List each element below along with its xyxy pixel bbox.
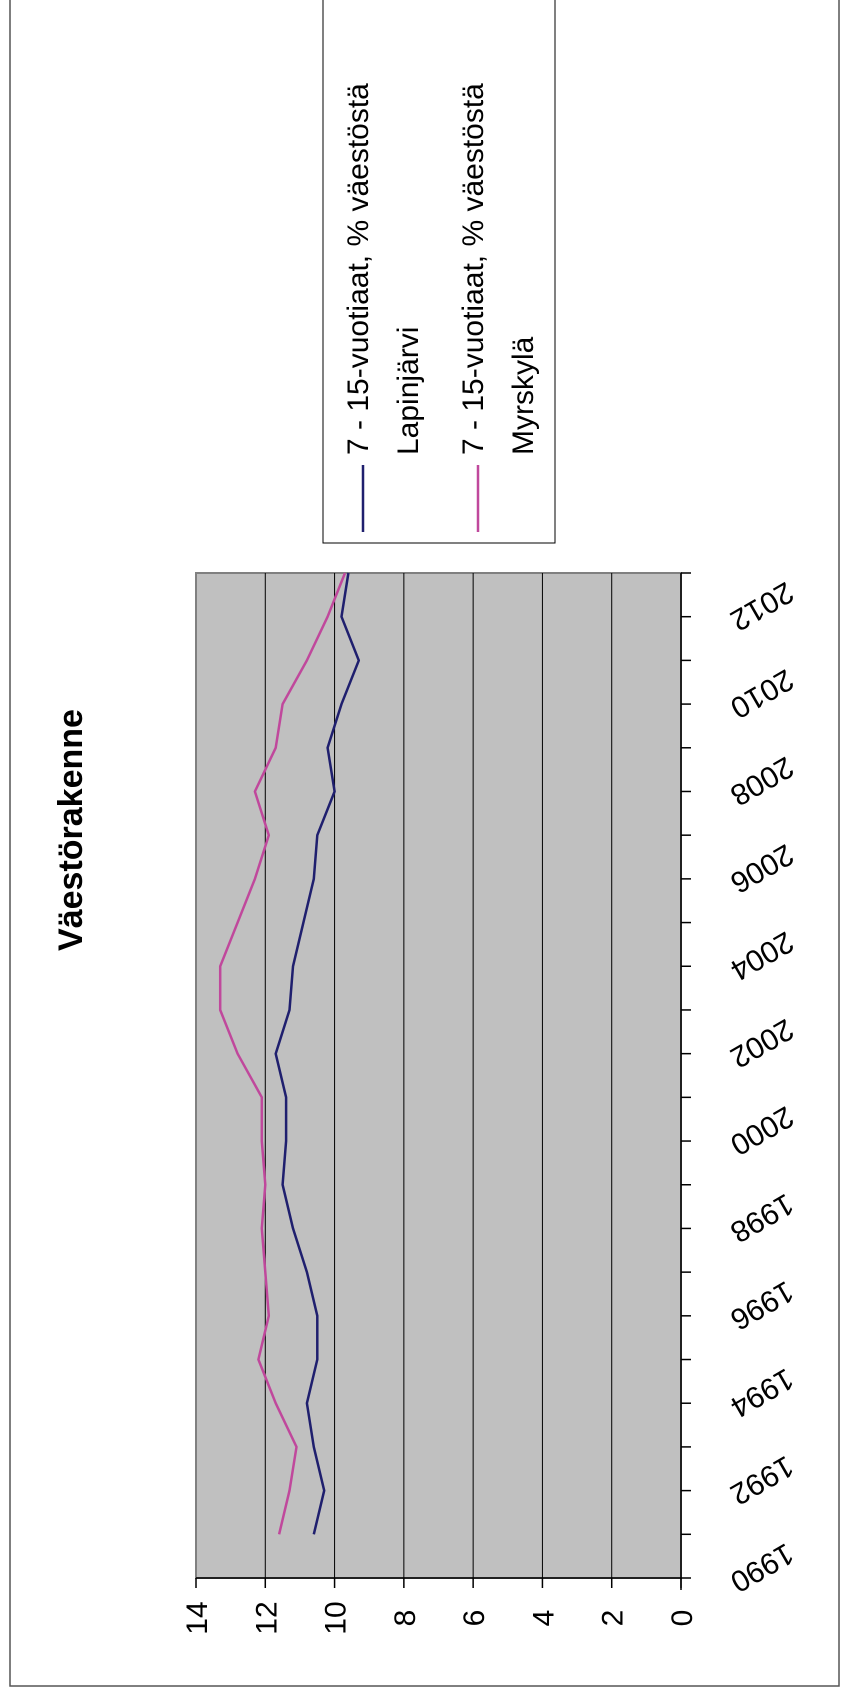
legend-label: Myrskylä <box>507 336 540 455</box>
value-tick-text: 2 <box>597 1610 630 1627</box>
value-tick-text: 12 <box>250 1601 283 1634</box>
value-tick-label: 2 <box>597 1610 630 1627</box>
series-line-1 <box>274 572 361 1535</box>
value-tick-label: 12 <box>250 1601 283 1634</box>
gridlines <box>264 573 682 1590</box>
legend-label-text: 7 - 15-vuotiaat, % väestöstä <box>342 83 375 455</box>
value-tick-text: 10 <box>320 1601 353 1634</box>
plot-area <box>195 572 682 1579</box>
value-tick-label: 0 <box>666 1610 699 1627</box>
value-tick-label: 6 <box>458 1610 491 1627</box>
legend-box <box>322 0 556 544</box>
value-tick-text: 0 <box>666 1610 699 1627</box>
value-tick-label: 14 <box>181 1601 214 1634</box>
value-axis-ticks: 0 2 4 6 8 10 12 14 <box>181 1577 699 1635</box>
value-tick-label: 10 <box>320 1601 353 1634</box>
value-tick-label: 8 <box>389 1610 422 1627</box>
chart-title-text: Väestörakenne <box>52 709 90 951</box>
chart-title: Väestörakenne <box>52 709 90 951</box>
value-tick-text: 6 <box>458 1610 491 1627</box>
legend-label-text: 7 - 15-vuotiaat, % väestöstä <box>457 83 490 455</box>
series-lines <box>218 572 361 1535</box>
value-tick-label: 4 <box>527 1610 560 1627</box>
value-tick-text: 4 <box>527 1610 560 1627</box>
value-tick-text: 8 <box>389 1610 422 1627</box>
legend-label-text: Lapinjärvi <box>392 327 425 455</box>
legend-label-text: Myrskylä <box>507 336 540 455</box>
legend-label: Lapinjärvi <box>392 327 425 455</box>
legend: 7 - 15-vuotiaat, % väestöstä Lapinjärvi 7 … <box>322 0 556 544</box>
series-line-2 <box>218 572 347 1535</box>
legend-label: 7 - 15-vuotiaat, % väestöstä <box>457 83 490 455</box>
legend-label: 7 - 15-vuotiaat, % väestöstä <box>342 83 375 455</box>
value-tick-text: 14 <box>181 1601 214 1634</box>
